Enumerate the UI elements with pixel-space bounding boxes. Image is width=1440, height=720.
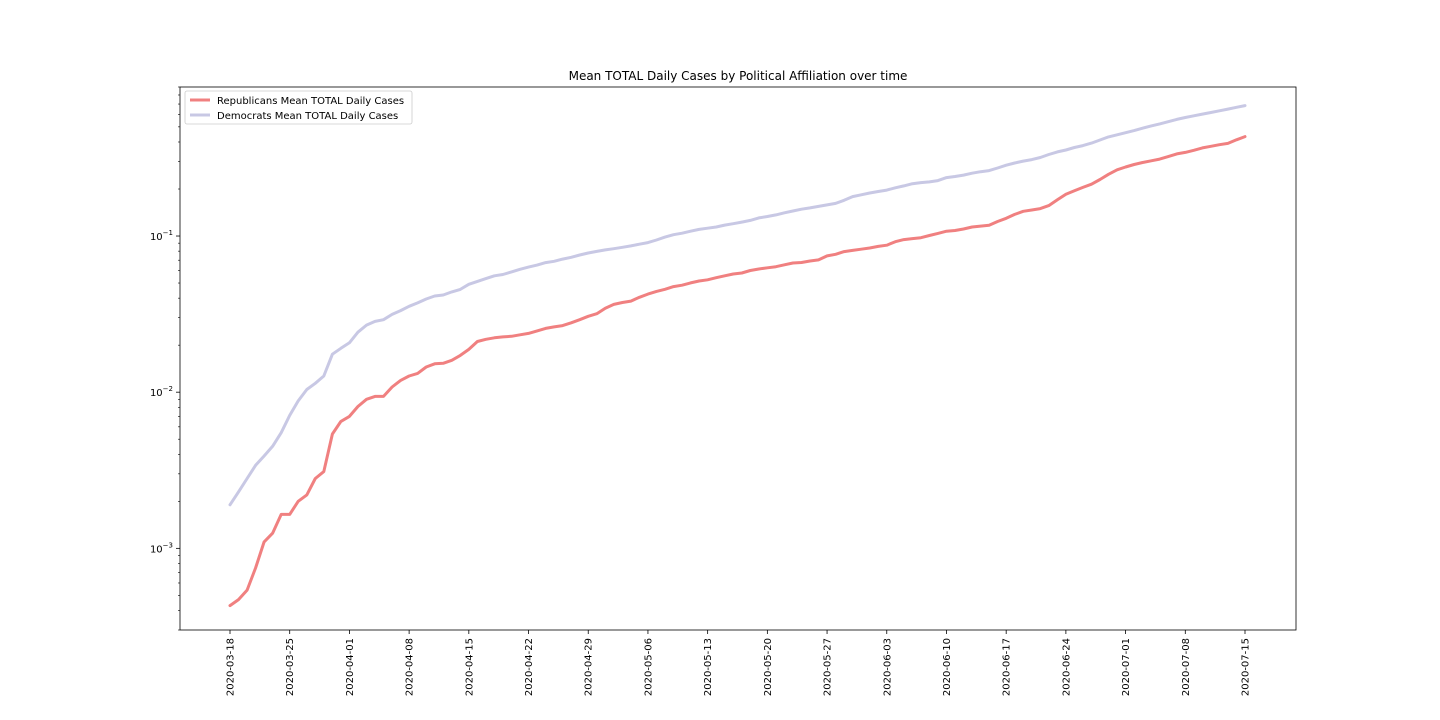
- plot-area-frame: [179, 86, 1297, 631]
- x-tick-label: 2020-03-25: [285, 638, 296, 696]
- y-tick-base: 10: [150, 232, 163, 243]
- x-tick-label: 2020-04-29: [584, 638, 595, 696]
- x-tick-label: 2020-05-06: [643, 638, 654, 696]
- x-tick-label: 2020-07-01: [1121, 638, 1132, 696]
- x-tick-label: 2020-04-15: [464, 638, 475, 696]
- x-tick-label: 2020-07-15: [1241, 638, 1252, 696]
- y-tick-label: 10−3: [150, 541, 173, 555]
- x-tick-label: 2020-04-08: [405, 638, 416, 696]
- y-tick-base: 10: [150, 544, 163, 555]
- x-tick-label: 2020-05-13: [703, 638, 714, 696]
- x-axis: 2020-03-18 2020-03-25 2020-04-01 2020-04-08…: [226, 630, 1252, 696]
- x-tick-label: 2020-07-08: [1181, 638, 1192, 696]
- legend-box: [184, 90, 413, 125]
- legend-label-republicans: Republicans Mean TOTAL Daily Cases: [217, 96, 404, 107]
- x-tick-label: 2020-05-20: [763, 638, 774, 696]
- legend: Republicans Mean TOTAL Daily Cases Democ…: [184, 90, 413, 125]
- x-tick-label: 2020-05-27: [823, 638, 834, 696]
- x-tick-label: 2020-04-22: [524, 638, 535, 696]
- chart-title: Mean TOTAL Daily Cases by Political Affi…: [569, 69, 908, 83]
- series-line-republicans: [228, 135, 1247, 608]
- y-tick-base: 10: [150, 388, 163, 399]
- y-tick-label: 10−2: [150, 385, 173, 399]
- y-tick-label: 10−1: [150, 229, 173, 243]
- y-tick-exponent: −3: [163, 541, 173, 549]
- y-tick-exponent: −2: [163, 385, 173, 393]
- series-layer: [228, 104, 1247, 608]
- x-tick-label: 2020-06-17: [1002, 638, 1013, 696]
- legend-label-democrats: Democrats Mean TOTAL Daily Cases: [217, 111, 398, 122]
- x-tick-label: 2020-06-24: [1061, 638, 1072, 696]
- x-tick-label: 2020-04-01: [345, 638, 356, 696]
- y-tick-exponent: −1: [163, 229, 173, 237]
- x-tick-label: 2020-03-18: [226, 638, 237, 696]
- series-line-democrats: [228, 104, 1247, 507]
- y-axis: 10−310−210−1: [150, 86, 180, 631]
- x-tick-label: 2020-06-10: [942, 638, 953, 696]
- x-tick-label: 2020-06-03: [882, 638, 893, 696]
